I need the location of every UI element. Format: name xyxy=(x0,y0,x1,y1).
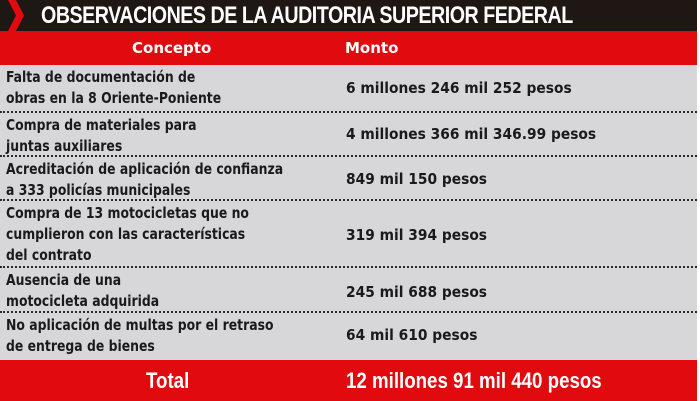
concepto-cell: Falta de documentación de obras en la 8 … xyxy=(6,67,300,109)
concepto-line: Compra de materiales para xyxy=(6,116,197,134)
table-row: Falta de documentación de obras en la 8 … xyxy=(0,65,697,113)
monto-cell: 6 millones 246 mil 252 pesos xyxy=(346,79,572,97)
concepto-cell: No aplicación de multas por el retraso d… xyxy=(6,315,300,357)
column-header-concepto: Concepto xyxy=(132,39,212,57)
concepto-line: cumplieron con las características xyxy=(6,225,246,243)
table-row: Compra de materiales para juntas auxilia… xyxy=(0,113,697,157)
concepto-line: juntas auxiliares xyxy=(6,137,123,155)
concepto-cell: Acreditación de aplicación de confianza … xyxy=(6,159,300,201)
concepto-line: de entrega de bienes xyxy=(6,337,155,355)
concepto-line: motocicleta adquirida xyxy=(6,292,160,310)
total-row: Total 12 millones 91 mil 440 pesos xyxy=(0,360,697,401)
page-title: OBSERVACIONES DE LA AUDITORIA SUPERIOR F… xyxy=(41,2,573,29)
concepto-line: Compra de 13 motocicletas que no xyxy=(6,204,249,222)
concepto-cell: Compra de 13 motocicletas que no cumplie… xyxy=(6,203,300,266)
concepto-line: Ausencia de una xyxy=(6,271,122,289)
monto-cell: 64 mil 610 pesos xyxy=(346,326,478,344)
monto-cell: 245 mil 688 pesos xyxy=(346,283,488,301)
table-row: Ausencia de una motocicleta adquirida 24… xyxy=(0,268,697,313)
monto-cell: 849 mil 150 pesos xyxy=(346,170,488,188)
total-value: 12 millones 91 mil 440 pesos xyxy=(346,368,602,393)
concepto-line: del contrato xyxy=(6,246,92,264)
total-label: Total xyxy=(146,368,190,393)
concepto-line: No aplicación de multas por el retraso xyxy=(6,316,274,334)
monto-cell: 4 millones 366 mil 346.99 pesos xyxy=(346,125,597,143)
table-header: Concepto Monto xyxy=(0,31,697,65)
table-row: No aplicación de multas por el retraso d… xyxy=(0,313,697,360)
concepto-cell: Ausencia de una motocicleta adquirida xyxy=(6,270,300,312)
concepto-line: a 333 policías municipales xyxy=(6,181,191,199)
concepto-line: Falta de documentación de xyxy=(6,68,196,86)
chevron-right-icon xyxy=(8,0,24,31)
table-body: Falta de documentación de obras en la 8 … xyxy=(0,65,697,360)
table-row: Compra de 13 motocicletas que no cumplie… xyxy=(0,201,697,268)
column-header-monto: Monto xyxy=(345,39,399,57)
title-bar: OBSERVACIONES DE LA AUDITORIA SUPERIOR F… xyxy=(0,0,697,31)
concepto-cell: Compra de materiales para juntas auxilia… xyxy=(6,115,300,157)
table-row: Acreditación de aplicación de confianza … xyxy=(0,157,697,201)
monto-cell: 319 mil 394 pesos xyxy=(346,226,488,244)
concepto-line: obras en la 8 Oriente-Poniente xyxy=(6,89,222,107)
concepto-line: Acreditación de aplicación de confianza xyxy=(6,160,284,178)
